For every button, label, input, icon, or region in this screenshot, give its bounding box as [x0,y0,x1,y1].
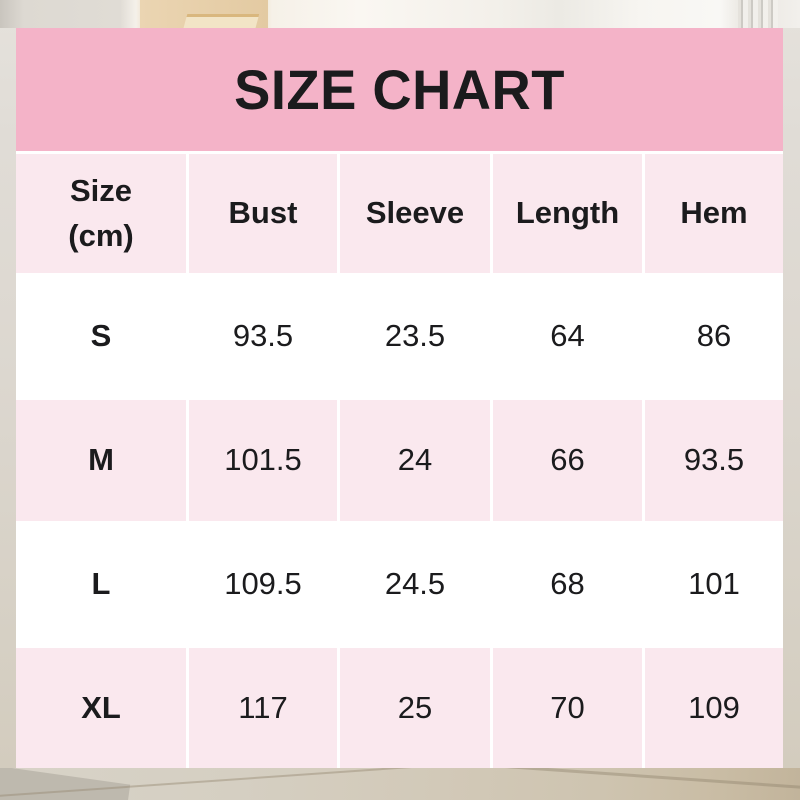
cell-s-length: 64 [493,276,642,397]
cell-xl-length: 70 [493,648,642,768]
cell-s-bust: 93.5 [189,276,337,397]
column-header-sleeve: Sleeve [340,154,490,273]
column-header-bust: Bust [189,154,337,273]
photo-wall-background [0,0,800,28]
column-header-hem: Hem [645,154,783,273]
cell-m-sleeve: 24 [340,400,490,521]
row-label-s: S [16,276,186,397]
cell-l-length: 68 [493,524,642,645]
floor-seam [440,768,800,793]
cell-xl-bust: 117 [189,648,337,768]
photo-floor-background [0,768,800,800]
column-header-length: Length [493,154,642,273]
cell-m-bust: 101.5 [189,400,337,521]
cell-l-sleeve: 24.5 [340,524,490,645]
size-chart-title: SIZE CHART [234,58,565,121]
column-header-size: Size (cm) [16,154,186,273]
size-chart: SIZE CHART Size (cm) Bust Sleeve Length … [16,28,783,768]
size-chart-title-banner: SIZE CHART [16,28,783,151]
cell-xl-hem: 109 [645,648,783,768]
row-label-xl: XL [16,648,186,768]
cell-m-length: 66 [493,400,642,521]
cell-l-bust: 109.5 [189,524,337,645]
cell-s-sleeve: 23.5 [340,276,490,397]
row-label-m: M [16,400,186,521]
cell-m-hem: 93.5 [645,400,783,521]
door-frame-lines [738,0,778,28]
beige-object [140,0,268,28]
row-label-l: L [16,524,186,645]
cell-l-hem: 101 [645,524,783,645]
cell-s-hem: 86 [645,276,783,397]
size-chart-table: Size (cm) Bust Sleeve Length Hem S 93.5 … [16,154,783,768]
cell-xl-sleeve: 25 [340,648,490,768]
